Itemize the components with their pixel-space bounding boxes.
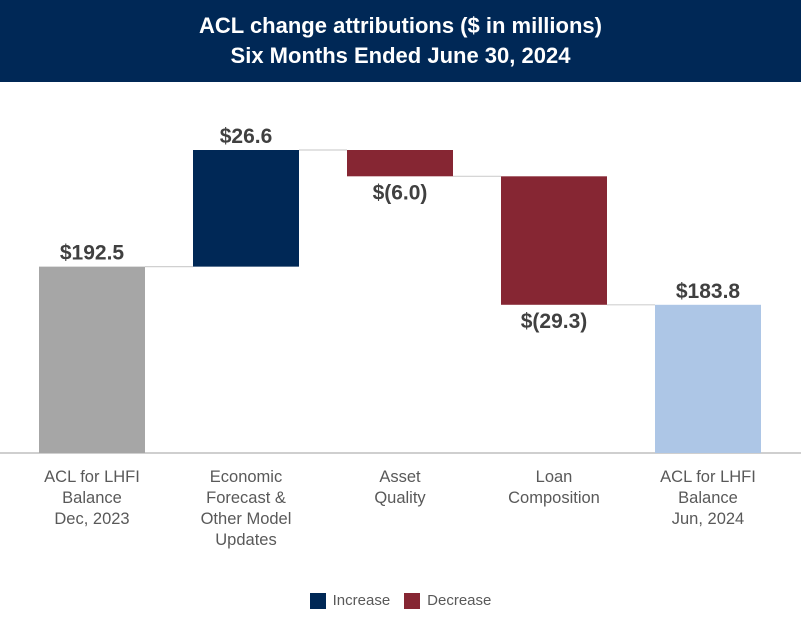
data-label-1: $26.6 (220, 125, 273, 148)
legend-item-increase: Increase (309, 592, 391, 609)
data-label-0: $192.5 (60, 242, 125, 265)
legend-label-decrease: Decrease (427, 592, 492, 609)
bar-0 (39, 266, 145, 453)
bar-1 (193, 150, 299, 267)
category-label-4: ACL for LHFI Balance Jun, 2024 (660, 468, 756, 528)
data-label-2: $(6.0) (373, 181, 428, 204)
legend-swatch-increase (309, 592, 326, 609)
chart-subtitle: Six Months Ended June 30, 2024 (230, 43, 571, 68)
category-label-2: Asset Quality (374, 468, 426, 507)
legend-label-increase: Increase (332, 592, 391, 609)
chart-header: ACL change attributions ($ in millions) … (0, 0, 801, 82)
bar-4 (655, 304, 761, 453)
legend: Increase Decrease (0, 592, 801, 609)
category-label-3: Loan Composition (508, 468, 600, 507)
bar-2 (347, 150, 453, 177)
data-label-4: $183.8 (676, 280, 741, 303)
category-label-1: Economic Forecast & Other Model Updates (200, 468, 292, 549)
bar-3 (501, 176, 607, 305)
legend-swatch-decrease (404, 592, 421, 609)
category-label-0: ACL for LHFI Balance Dec, 2023 (44, 468, 140, 528)
chart-title: ACL change attributions ($ in millions) (199, 13, 602, 38)
legend-item-decrease: Decrease (404, 592, 491, 609)
data-label-3: $(29.3) (521, 310, 588, 333)
